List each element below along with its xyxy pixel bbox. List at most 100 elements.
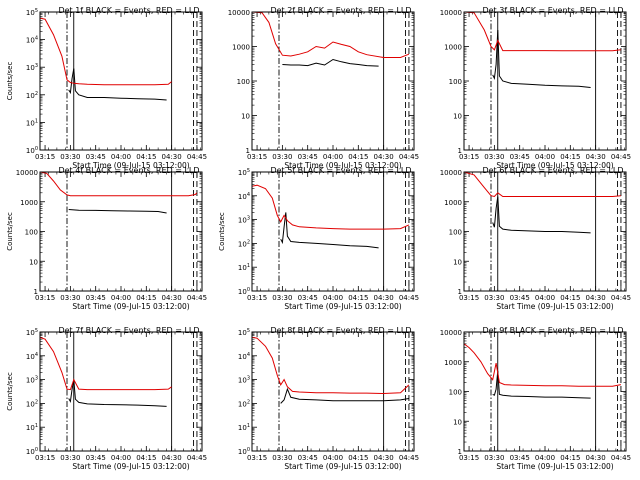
- y-tick-label: 100: [25, 229, 38, 237]
- panel-5: 100 101 102 103 104 105 03:15 03:30 03:45 04:00 04…: [218, 166, 419, 311]
- y-tick-label: 1000: [444, 44, 462, 52]
- panel-title: Det 3f BLACK = Events, RED = LLD: [482, 6, 623, 15]
- x-tick-label: 04:30: [374, 153, 394, 161]
- plot-frame: [39, 331, 203, 452]
- y-tick-label: 10: [29, 258, 38, 266]
- x-tick-label: 04:15: [560, 294, 580, 302]
- panel-title: Det 9f BLACK = Events, RED = LLD: [482, 326, 623, 335]
- x-tick-label: 03:30: [272, 294, 292, 302]
- plot-frame: [39, 171, 203, 292]
- x-tick-label: 03:45: [510, 294, 530, 302]
- x-tick-label: 04:45: [399, 454, 419, 462]
- y-tick-label: 101: [238, 263, 250, 272]
- series-lld-line: [464, 343, 621, 387]
- y-tick-label: 103: [238, 216, 250, 225]
- y-tick-label: 101: [26, 423, 38, 432]
- y-tick-label: 100: [449, 229, 462, 237]
- y-axis-label: Counts/sec: [6, 62, 14, 101]
- series-events-line: [280, 387, 409, 404]
- x-tick-label: 03:30: [484, 454, 504, 462]
- x-tick-label: 04:00: [535, 294, 555, 302]
- y-tick-label: 1: [458, 288, 462, 296]
- y-tick-label: 101: [26, 118, 38, 127]
- x-tick-label: 03:45: [298, 454, 318, 462]
- y-tick-label: 104: [26, 352, 38, 361]
- y-tick-label: 10: [453, 418, 462, 426]
- x-tick-label: 03:15: [247, 294, 267, 302]
- plot-frame: [39, 11, 203, 151]
- y-tick-label: 103: [238, 376, 250, 385]
- series-events-line: [282, 58, 379, 67]
- x-tick-label: 04:30: [374, 454, 394, 462]
- x-tick-label: 04:15: [348, 153, 368, 161]
- y-tick-label: 100: [449, 78, 462, 86]
- panel-title: Det 2f BLACK = Events, RED = LLD: [270, 6, 411, 15]
- y-tick-label: 103: [26, 63, 38, 72]
- y-tick-label: 10000: [228, 9, 250, 17]
- x-tick-label: 04:00: [323, 454, 343, 462]
- x-tick-label: 03:15: [35, 454, 55, 462]
- panel-title: Det 1f BLACK = Events, RED = LLD: [58, 6, 199, 15]
- x-tick-label: 03:45: [510, 454, 530, 462]
- series-lld-line: [40, 172, 198, 197]
- series-events-line: [492, 29, 591, 88]
- plot-frame: [463, 331, 627, 452]
- y-tick-label: 100: [449, 389, 462, 397]
- y-tick-label: 1000: [444, 199, 462, 207]
- panel-3: 1 10 100 1000 10000 03:15 03:30 03:45 04:00 04:15…: [440, 6, 631, 170]
- x-axis-label: Start Time (09-Jul-15 03:12:00): [284, 161, 401, 170]
- y-tick-label: 105: [238, 328, 250, 337]
- x-tick-label: 04:30: [162, 153, 182, 161]
- series-events-line: [492, 370, 591, 399]
- panel-7: 100 101 102 103 104 105 03:15 03:30 03:45 04:00 04…: [6, 326, 207, 471]
- x-tick-label: 04:45: [611, 153, 631, 161]
- y-tick-label: 102: [26, 399, 38, 408]
- y-tick-label: 100: [237, 78, 250, 86]
- x-tick-label: 04:00: [535, 153, 555, 161]
- y-axis-label: Counts/sec: [218, 212, 226, 251]
- series-lld-line: [40, 17, 172, 86]
- panel-title: Det 6f BLACK = Events, RED = LLD: [482, 166, 623, 175]
- panel-title: Det 7f BLACK = Events, RED = LLD: [58, 326, 199, 335]
- series-lld-line: [40, 336, 172, 391]
- x-tick-label: 04:15: [136, 454, 156, 462]
- x-tick-label: 04:30: [586, 454, 606, 462]
- x-tick-label: 03:30: [60, 454, 80, 462]
- x-axis-label: Start Time (09-Jul-15 03:12:00): [496, 302, 613, 311]
- y-tick-label: 100: [238, 287, 250, 296]
- panel-title: Det 8f BLACK = Events, RED = LLD: [270, 326, 411, 335]
- series-lld-line: [252, 336, 410, 395]
- y-tick-label: 10000: [440, 9, 462, 17]
- y-tick-label: 100: [26, 146, 38, 155]
- y-tick-label: 104: [238, 192, 250, 201]
- x-axis-label: Start Time (09-Jul-15 03:12:00): [284, 302, 401, 311]
- panel-4: 1 10 100 1000 10000 03:15 03:30 03:45 04:00 04:15…: [6, 166, 207, 311]
- y-tick-label: 104: [26, 36, 38, 45]
- y-tick-label: 10000: [16, 169, 38, 177]
- y-tick-label: 1: [246, 147, 250, 155]
- x-axis-label: Start Time (09-Jul-15 03:12:00): [72, 462, 189, 471]
- x-tick-label: 03:15: [459, 294, 479, 302]
- x-tick-label: 04:15: [348, 294, 368, 302]
- plot-frame: [251, 11, 415, 151]
- x-tick-label: 04:45: [399, 294, 419, 302]
- panel-6: 1 10 100 1000 10000 03:15 03:30 03:45 04:00 04:15…: [440, 166, 631, 311]
- x-tick-label: 04:15: [136, 153, 156, 161]
- x-tick-label: 03:30: [484, 153, 504, 161]
- x-tick-label: 03:30: [484, 294, 504, 302]
- series-events-line: [280, 212, 379, 249]
- x-tick-label: 03:15: [459, 153, 479, 161]
- series-lld-line: [252, 184, 410, 230]
- x-tick-label: 04:00: [535, 454, 555, 462]
- y-tick-label: 10000: [440, 169, 462, 177]
- series-lld-line: [464, 12, 621, 52]
- x-tick-label: 03:30: [272, 153, 292, 161]
- x-tick-label: 04:00: [111, 294, 131, 302]
- y-tick-label: 102: [26, 91, 38, 100]
- y-tick-label: 10: [453, 258, 462, 266]
- y-tick-label: 104: [238, 352, 250, 361]
- panel-9: 1 10 100 1000 10000 03:15 03:30 03:45 04:00 04:15…: [440, 326, 631, 471]
- x-tick-label: 03:15: [247, 454, 267, 462]
- x-tick-label: 03:45: [86, 454, 106, 462]
- panel-title: Det 4f BLACK = Events, RED = LLD: [58, 166, 199, 175]
